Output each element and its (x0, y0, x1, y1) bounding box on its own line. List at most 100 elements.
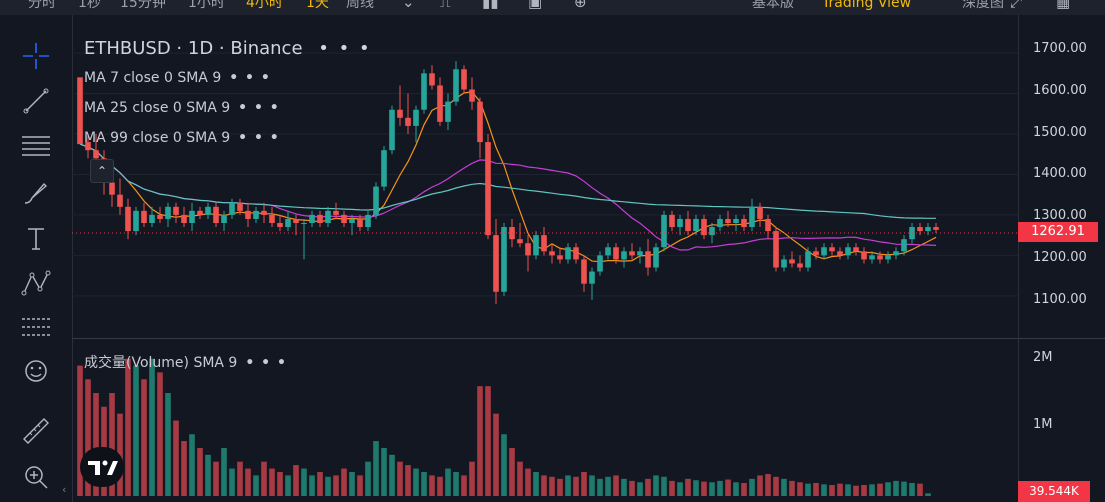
volume-bar (557, 478, 563, 496)
volume-bar (677, 482, 683, 496)
candle-body (821, 247, 827, 256)
candle-body (805, 251, 811, 268)
pattern-icon[interactable] (20, 267, 52, 299)
volume-bar (429, 475, 435, 496)
volume-legend[interactable]: 成交量(Volume) SMA 9 • • • (84, 352, 287, 372)
ma99-legend[interactable]: MA 99 close 0 SMA 9 • • • (84, 130, 280, 146)
candle-body (429, 73, 435, 86)
volume-bar (421, 471, 427, 496)
volume-bar (213, 461, 219, 496)
candle-body (85, 142, 91, 151)
interval-1s[interactable]: 1秒 (78, 0, 101, 11)
view-tradingview[interactable]: Trading View (822, 0, 912, 11)
expand-icon[interactable]: ⤢ (1010, 0, 1023, 11)
interval-1w[interactable]: 周线 (346, 0, 374, 11)
symbol-label: ETHBUSD · 1D · Binance (84, 38, 303, 59)
candle-body (165, 206, 171, 219)
candle-body (837, 251, 843, 256)
candle-body (397, 109, 403, 118)
drawing-toolbar (0, 15, 72, 502)
candle-body (237, 202, 243, 211)
add-icon[interactable]: ⊕ (574, 0, 587, 11)
candle-body (245, 210, 251, 219)
tradingview-logo-icon (88, 460, 118, 475)
scroll-left-icon[interactable]: ‹ (62, 483, 67, 496)
candle-body (421, 73, 427, 110)
symbol-title[interactable]: ETHBUSD · 1D · Binance • • • (84, 38, 372, 59)
ma25-more[interactable]: • • • (238, 100, 280, 116)
volume-bar (741, 482, 747, 496)
layout-icon[interactable]: ▦ (1056, 0, 1071, 11)
candle-body (893, 251, 899, 256)
ma7-legend[interactable]: MA 7 close 0 SMA 9 • • • (84, 70, 271, 86)
price-axis[interactable]: 1700.00 1600.00 1500.00 1400.00 1300.00 … (1018, 15, 1105, 502)
crosshair-icon[interactable] (20, 40, 52, 72)
view-depth[interactable]: 深度图 (962, 0, 1004, 11)
candle-body (765, 218, 771, 232)
pane-separator[interactable] (72, 338, 1018, 339)
indicators-icon[interactable]: ⎍ (440, 0, 451, 11)
volume-bar (877, 483, 883, 496)
candle-body (93, 150, 99, 159)
interval-4h[interactable]: 4小时 (246, 0, 283, 11)
candle-style-icon[interactable]: ▮▮ (482, 0, 499, 11)
ruler-icon[interactable] (20, 415, 52, 447)
tradingview-logo[interactable] (80, 447, 124, 487)
volume-bar (725, 479, 731, 496)
candle-body (661, 214, 667, 248)
zoom-in-icon[interactable] (20, 461, 52, 493)
screenshot-icon[interactable]: ▣ (528, 0, 543, 11)
volume-more[interactable]: • • • (245, 355, 287, 371)
interval-1d[interactable]: 1天 (306, 0, 329, 11)
volume-bar (637, 482, 643, 496)
ma25-legend[interactable]: MA 25 close 0 SMA 9 • • • (84, 100, 280, 116)
ma7-more[interactable]: • • • (229, 70, 271, 86)
candle-body (845, 247, 851, 256)
volume-bar (717, 480, 723, 496)
ma99-more[interactable]: • • • (238, 130, 280, 146)
candle-body (581, 259, 587, 284)
candle-body (405, 117, 411, 126)
volume-bar (893, 480, 899, 496)
volume-bar (869, 484, 875, 496)
volume-bar (525, 468, 531, 496)
interval-1h[interactable]: 1小时 (188, 0, 225, 11)
candle-body (173, 206, 179, 215)
tick-1300: 1300.00 (1033, 208, 1087, 223)
interval-15m[interactable]: 15分钟 (120, 0, 166, 11)
candle-body (485, 142, 491, 236)
volume-bar (597, 478, 603, 496)
ma99-line (79, 143, 936, 219)
volume-bar (229, 468, 235, 496)
candle-body (685, 218, 691, 232)
view-basic[interactable]: 基本版 (752, 0, 794, 11)
trend-line-icon[interactable] (20, 85, 52, 117)
volume-bar (701, 481, 707, 496)
chevron-down-icon[interactable]: ⌄ (402, 0, 415, 11)
interval-bar: 分时 1秒 15分钟 1小时 4小时 1天 周线 ⌄ ⎍ ▮▮ ▣ ⊕ 基本版 … (0, 0, 1105, 15)
horizontal-lines-icon[interactable] (20, 131, 52, 163)
symbol-more[interactable]: • • • (318, 38, 372, 59)
candle-body (917, 227, 923, 232)
candle-body (221, 214, 227, 223)
brush-icon[interactable] (20, 177, 52, 209)
volume-bar (405, 465, 411, 496)
volume-bar (485, 386, 491, 496)
volume-bar (909, 482, 915, 496)
volume-bar (93, 393, 99, 496)
candle-body (877, 255, 883, 260)
text-tool-icon[interactable] (20, 223, 52, 255)
candle-body (285, 218, 291, 228)
tick-1700: 1700.00 (1033, 41, 1087, 56)
collapse-legend-button[interactable]: ⌃ (90, 159, 114, 183)
interval-timeline[interactable]: 分时 (28, 0, 56, 11)
volume-bar (813, 482, 819, 496)
volume-bar (589, 475, 595, 496)
volume-label: 成交量(Volume) SMA 9 (84, 355, 238, 371)
volume-bar (845, 484, 851, 496)
emoji-icon[interactable] (20, 355, 52, 387)
volume-bar (613, 475, 619, 496)
tick-1500: 1500.00 (1033, 125, 1087, 140)
volume-bar (301, 468, 307, 496)
